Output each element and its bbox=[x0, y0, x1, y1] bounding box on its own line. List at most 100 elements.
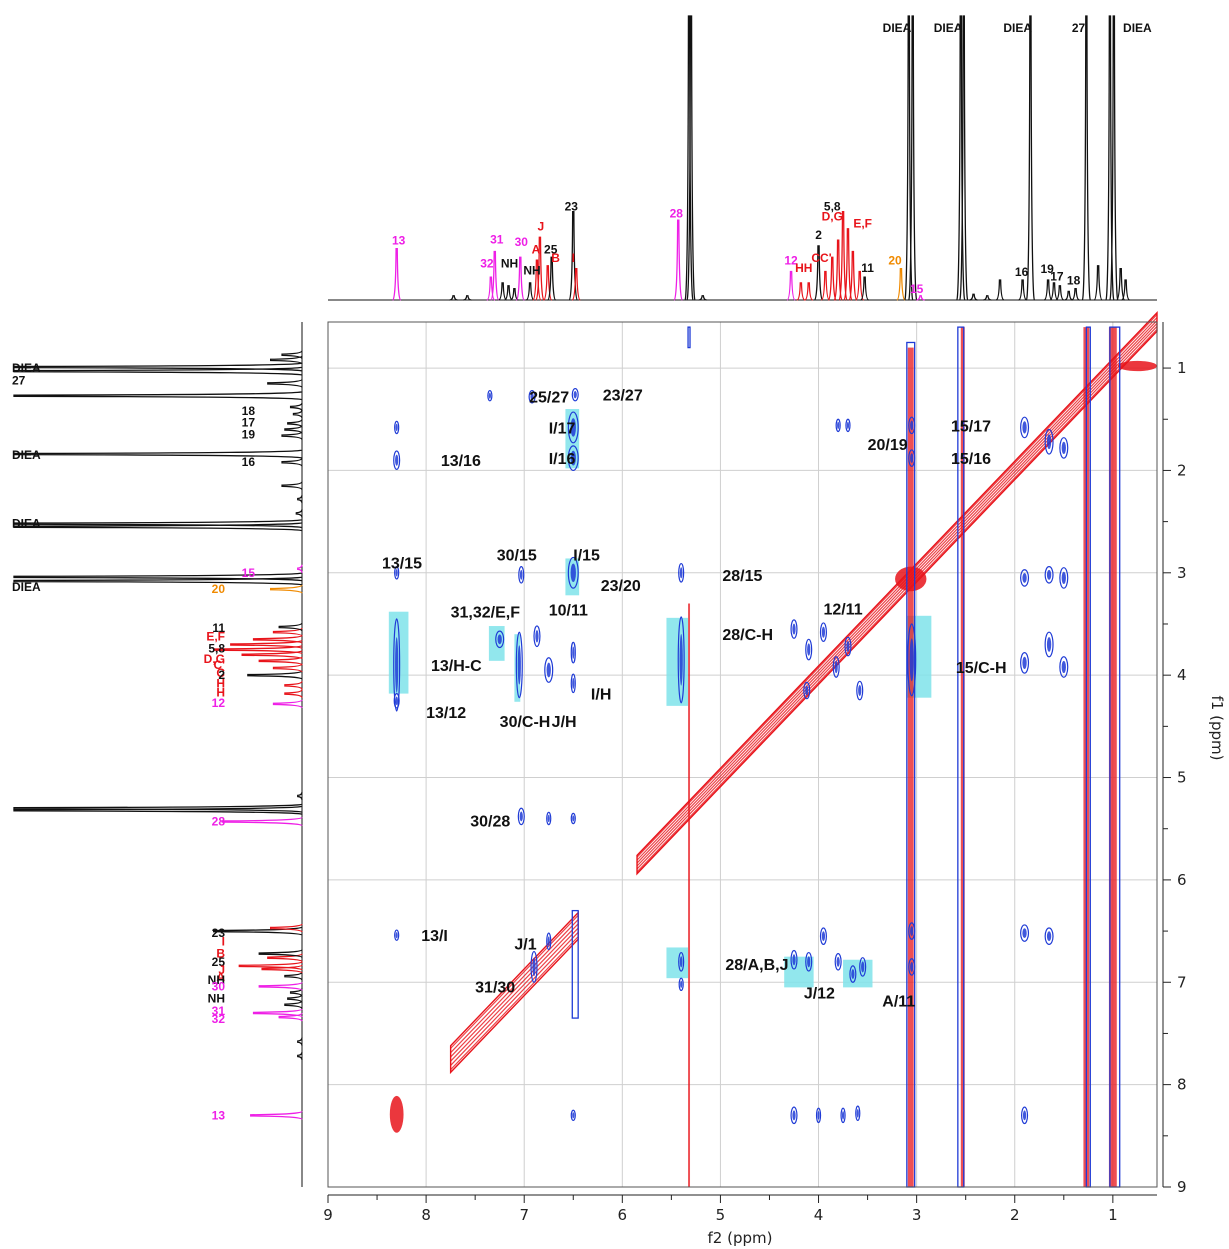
negative-peak bbox=[533, 625, 541, 648]
x-axis: 9 8 7 6 5 4 3 2 1 bbox=[323, 1194, 1157, 1224]
side-projection-peak bbox=[284, 681, 303, 690]
side-projection-peak bbox=[213, 644, 303, 655]
top-projection-spectrum: DIEA DIEA DIEA DIEA 27 23 28 13 31 30 32 NH NH JA 25B I… bbox=[328, 15, 1157, 301]
side-peak-label: 5,8 bbox=[208, 642, 225, 656]
y-tick-label: 4 bbox=[1177, 666, 1187, 684]
diagonal-contour-line bbox=[450, 931, 579, 1066]
top-projection-peak bbox=[796, 282, 806, 301]
negative-peak bbox=[908, 958, 916, 976]
negative-peak bbox=[393, 692, 400, 709]
y-axis-title: f1 (ppm) bbox=[1208, 696, 1226, 761]
side-peak-label: 20 bbox=[212, 582, 226, 596]
cross-peak-label: A/11 bbox=[882, 994, 915, 1011]
cross-peak-label: 23/20 bbox=[601, 578, 641, 595]
negative-peak-core bbox=[1046, 434, 1052, 450]
top-peak-label: CC' bbox=[811, 251, 831, 265]
negative-peak-core bbox=[837, 421, 840, 430]
negative-peak bbox=[530, 950, 538, 983]
negative-peak bbox=[515, 631, 523, 699]
side-projection-peak bbox=[250, 1110, 303, 1120]
cross-peak-labels: 25/27 23/27 I/17 I/16 13/16 15/17 20/19 15/16 13… bbox=[382, 388, 1007, 1011]
negative-peak bbox=[1044, 927, 1054, 945]
cross-peak-label: 15/17 bbox=[951, 418, 991, 435]
top-projection-peak bbox=[392, 248, 402, 301]
side-projection-peak bbox=[281, 481, 303, 491]
negative-peak bbox=[840, 1107, 846, 1124]
negative-peak bbox=[544, 657, 554, 683]
top-peak-label: 20 bbox=[888, 254, 902, 268]
negative-peak-core bbox=[546, 662, 551, 678]
side-projection-peak bbox=[297, 791, 303, 801]
top-peak-label: DIEA bbox=[1003, 21, 1032, 35]
negative-peak-core bbox=[1022, 573, 1027, 583]
cross-peak-label: 28/C-H bbox=[722, 627, 773, 644]
side-projection-peak bbox=[13, 391, 303, 401]
side-peak-label: DIEA bbox=[12, 517, 41, 531]
side-projection-peak bbox=[281, 457, 303, 467]
negative-peak-core bbox=[834, 660, 838, 674]
negative-peak bbox=[518, 566, 525, 584]
top-peak-label: DIEA bbox=[883, 21, 912, 35]
negative-peak-core bbox=[836, 956, 840, 967]
negative-peak-core bbox=[846, 421, 850, 430]
top-projection-peak bbox=[543, 265, 553, 301]
top-projection-peak bbox=[1081, 15, 1092, 301]
negative-peak bbox=[546, 811, 552, 826]
cross-peak-label: I/H bbox=[591, 687, 611, 704]
negative-peak-core bbox=[572, 815, 575, 822]
side-projection-peak bbox=[267, 953, 303, 963]
negative-peak-core bbox=[488, 392, 491, 399]
negative-peak bbox=[567, 445, 579, 472]
top-projection-peak bbox=[449, 295, 458, 301]
negative-peak bbox=[908, 922, 916, 940]
negative-peak bbox=[859, 957, 867, 977]
top-projection-peak bbox=[498, 282, 507, 301]
negative-peak bbox=[856, 680, 864, 701]
negative-peak-core bbox=[792, 623, 796, 635]
negative-stripe bbox=[571, 909, 579, 1019]
top-peak-label: 19 bbox=[1040, 262, 1054, 276]
negative-peak-core bbox=[1046, 637, 1052, 652]
highlight-box bbox=[666, 947, 689, 979]
side-projection-peak bbox=[270, 355, 303, 365]
negative-peak-core bbox=[532, 957, 536, 977]
diagonal-contour-line bbox=[636, 328, 1158, 873]
side-peak-label: 16 bbox=[242, 455, 256, 469]
cross-peak-label: 10/11 bbox=[549, 603, 588, 620]
side-projection-peak bbox=[247, 670, 303, 680]
negative-peak bbox=[849, 965, 857, 983]
diagonal-contour-line bbox=[636, 323, 1158, 867]
top-projection-peak bbox=[1055, 285, 1065, 301]
highlight-box bbox=[843, 959, 873, 988]
side-projection-peak bbox=[295, 509, 303, 518]
top-projection-peak bbox=[532, 259, 542, 301]
negative-peak bbox=[819, 927, 827, 945]
top-peak-label: 2 bbox=[815, 228, 822, 242]
positive-stripe bbox=[907, 347, 914, 1188]
side-projection-peak bbox=[13, 362, 303, 372]
side-projection-peak bbox=[297, 1051, 303, 1061]
top-projection-peak bbox=[827, 256, 837, 301]
negative-peak bbox=[678, 951, 685, 972]
x-tick-label: 9 bbox=[323, 1206, 333, 1224]
side-peak-label: DIEA bbox=[12, 580, 41, 594]
negative-peak bbox=[570, 812, 576, 825]
negative-peak-core bbox=[547, 814, 550, 823]
side-projection-peak bbox=[297, 564, 303, 573]
top-projection-peak bbox=[916, 295, 925, 301]
negative-peak-core bbox=[807, 956, 811, 968]
side-peak-label: 18 bbox=[242, 404, 256, 418]
positive-stripe bbox=[688, 603, 691, 1187]
side-projection-peak bbox=[238, 961, 303, 971]
diagonal-contour-line bbox=[636, 314, 1158, 858]
side-projection-peak bbox=[272, 663, 303, 673]
side-projection-peak bbox=[258, 948, 303, 959]
negative-peak bbox=[567, 411, 579, 444]
top-projection-peak bbox=[698, 295, 707, 301]
side-peak-label: NH bbox=[208, 973, 225, 987]
negative-peak-core bbox=[680, 980, 683, 988]
top-projection-peak bbox=[686, 15, 696, 301]
top-peak-label: 23 bbox=[565, 200, 579, 214]
side-peak-label: DIEA bbox=[12, 361, 41, 375]
